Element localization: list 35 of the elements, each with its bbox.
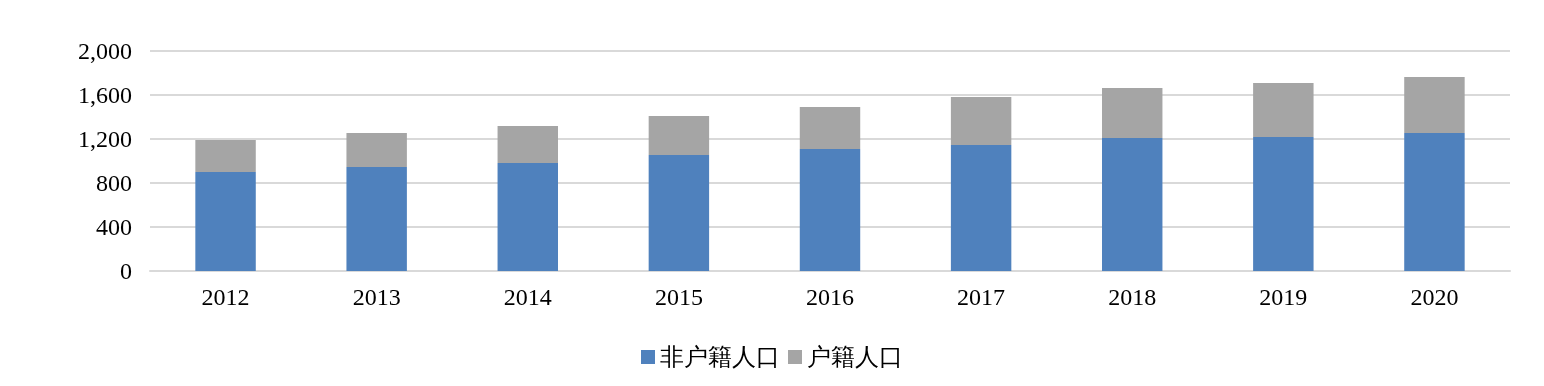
y-tick-label: 1,200	[78, 126, 132, 152]
bar	[346, 167, 407, 271]
bar	[497, 126, 558, 163]
bar	[1253, 137, 1314, 271]
y-tick-label: 800	[96, 170, 132, 196]
x-tick-label: 2012	[201, 284, 250, 310]
x-tick-label: 2013	[352, 284, 401, 310]
x-tick-label: 2017	[957, 284, 1006, 310]
legend-label: 非户籍人口	[660, 344, 780, 370]
x-tick-label: 2018	[1108, 284, 1157, 310]
x-tick-label: 2016	[806, 284, 854, 310]
bar	[950, 96, 1012, 146]
bar	[497, 162, 558, 271]
legend-label: 户籍人口	[807, 344, 903, 370]
bar	[1404, 76, 1465, 133]
bar	[799, 106, 861, 150]
bar	[1253, 83, 1314, 138]
bar	[648, 115, 710, 155]
bar	[950, 145, 1012, 271]
x-tick-label: 2015	[654, 284, 703, 310]
y-tick-label: 1,600	[78, 82, 132, 108]
x-tick-label: 2019	[1259, 284, 1308, 310]
bar	[195, 172, 256, 271]
bar	[1102, 138, 1163, 271]
bar	[799, 149, 861, 271]
y-tick-label: 2,000	[78, 38, 132, 64]
x-tick-label: 2020	[1410, 284, 1459, 310]
bar	[1404, 132, 1465, 271]
y-tick-label: 0	[120, 258, 132, 284]
bar	[346, 132, 407, 168]
x-tick-label: 2014	[503, 284, 552, 310]
bar	[648, 154, 710, 271]
bar	[1102, 87, 1163, 139]
y-tick-label: 400	[96, 214, 132, 240]
bar	[195, 139, 256, 172]
